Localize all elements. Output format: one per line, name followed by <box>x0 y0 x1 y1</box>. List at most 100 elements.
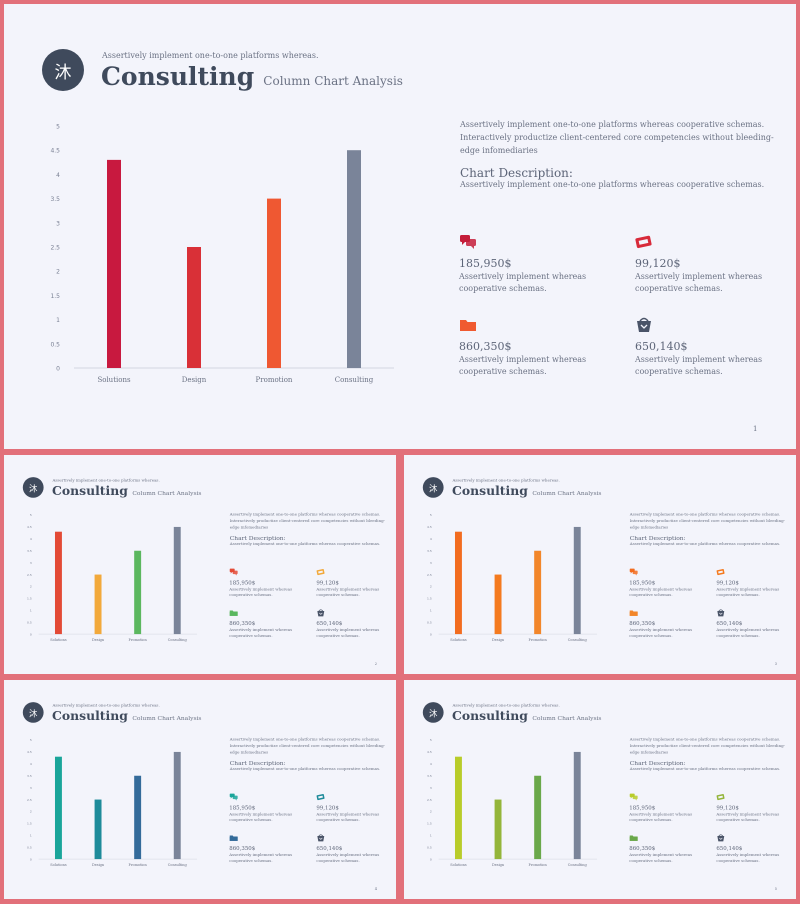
stat-1: 185,950$ Assertively implement whereas c… <box>629 568 703 599</box>
stat-text: Assertively implement whereas cooperativ… <box>316 627 380 639</box>
x-tick-label: Solutions <box>450 863 467 867</box>
y-tick-label: 2.5 <box>27 798 32 802</box>
slide-thumbnail-1[interactable]: 沐 Assertively implement one-to-one platf… <box>4 455 396 674</box>
stat-2: 99,120$ Assertively implement whereas co… <box>316 793 390 824</box>
bar-solutions <box>54 756 62 860</box>
chat-icon <box>629 568 639 577</box>
bar-solutions <box>54 531 62 635</box>
stat-text: Assertively implement whereas cooperativ… <box>629 627 693 639</box>
stat-value: 185,950$ <box>229 579 256 586</box>
y-tick-label: 5 <box>56 124 60 131</box>
stat-value: 650,140$ <box>716 845 743 852</box>
logo-char: 沐 <box>54 62 72 83</box>
x-tick-label: Promotion <box>129 638 148 642</box>
chart-svg: 0 0.5 1 1.5 2 2.5 3 3.5 4 4.5 5 Solutions Design Prom… <box>27 738 198 867</box>
y-tick-label: 0.5 <box>427 620 432 624</box>
y-tick-label: 3 <box>430 786 432 790</box>
x-tick-label: Consulting <box>335 376 374 384</box>
y-tick-label: 4.5 <box>50 148 60 155</box>
y-tick-label: 4.5 <box>27 750 32 754</box>
page-number: 4 <box>374 887 377 892</box>
slide-thumbnail-4[interactable]: 沐 Assertively implement one-to-one platf… <box>404 680 796 899</box>
stat-1: 185,950$ Assertively implement whereas c… <box>229 568 303 599</box>
y-tick-label: 2 <box>430 585 432 589</box>
chart-svg: 0 0.5 1 1.5 2 2.5 3 3.5 4 4.5 5 Solutions Design Prom… <box>27 513 198 642</box>
stat-value: 99,120$ <box>316 804 339 811</box>
ticket-icon <box>316 793 326 802</box>
y-tick-label: 4 <box>30 537 32 541</box>
chat-icon <box>229 568 239 577</box>
bar-promotion <box>534 775 542 860</box>
stat-text: Assertively implement whereas cooperativ… <box>459 355 587 376</box>
slide-thumbnail-2[interactable]: 沐 Assertively implement one-to-one platf… <box>404 455 796 674</box>
x-tick-label: Solutions <box>97 376 131 384</box>
stat-text: Assertively implement whereas cooperativ… <box>716 811 780 823</box>
x-tick-label: Promotion <box>529 638 548 642</box>
stat-text: Assertively implement whereas cooperativ… <box>716 586 780 598</box>
y-tick-label: 3 <box>30 786 32 790</box>
y-tick-label: 0 <box>30 632 32 636</box>
y-tick-label: 5 <box>30 738 32 742</box>
y-tick-label: 2.5 <box>50 245 60 252</box>
y-tick-label: 1 <box>30 609 32 613</box>
slide-thumbnail-3[interactable]: 沐 Assertively implement one-to-one platf… <box>4 680 396 899</box>
y-tick-label: 3.5 <box>427 774 432 778</box>
x-tick-label: Consulting <box>168 863 188 867</box>
bar-design <box>94 799 102 860</box>
stat-text: Assertively implement whereas cooperativ… <box>459 272 587 293</box>
basket-icon <box>316 834 326 843</box>
stat-2: 99,120$ Assertively implement whereas co… <box>716 793 790 824</box>
stat-value: 860,350$ <box>459 340 512 353</box>
page-subtitle: Column Chart Analysis <box>532 489 602 497</box>
stat-text: Assertively implement whereas cooperativ… <box>316 586 380 598</box>
y-tick-label: 0 <box>430 857 432 861</box>
y-tick-label: 4.5 <box>27 525 32 529</box>
intro-text: Assertively implement one-to-one platfor… <box>629 512 785 530</box>
bar-consulting <box>173 526 181 635</box>
chat-icon <box>459 233 479 251</box>
stat-3: 860,350$ Assertively implement whereas c… <box>629 609 703 640</box>
page-number: 1 <box>753 425 758 433</box>
logo-badge: 沐 <box>422 477 444 498</box>
stat-text: Assertively implement whereas cooperativ… <box>316 811 380 823</box>
page-number: 3 <box>774 662 777 667</box>
y-tick-label: 4 <box>430 762 432 766</box>
logo-char: 沐 <box>28 708 38 719</box>
y-tick-label: 3.5 <box>27 774 32 778</box>
title-row: Consulting Column Chart Analysis <box>52 709 201 723</box>
logo-char: 沐 <box>428 483 438 494</box>
chart-description-title: Chart Description: <box>460 166 573 180</box>
y-tick-label: 0.5 <box>27 620 32 624</box>
y-tick-label: 1.5 <box>427 822 432 826</box>
stat-text: Assertively implement whereas cooperativ… <box>316 852 380 864</box>
page-title: Consulting <box>452 483 528 498</box>
logo-badge: 沐 <box>422 702 444 723</box>
x-tick-label: Design <box>92 863 105 867</box>
y-tick-label: 0 <box>430 632 432 636</box>
stat-text: Assertively implement whereas cooperativ… <box>716 852 780 864</box>
y-tick-label: 2.5 <box>27 573 32 577</box>
page-number: 5 <box>774 887 777 892</box>
chart-description-text: Assertively implement one-to-one platfor… <box>629 766 781 772</box>
stat-value: 860,350$ <box>229 620 256 627</box>
y-tick-label: 1.5 <box>427 597 432 601</box>
stat-1: 185,950$ Assertively implement whereas c… <box>629 793 703 824</box>
logo-char: 沐 <box>28 483 38 494</box>
stat-value: 650,140$ <box>316 620 343 627</box>
folder-icon <box>229 609 239 618</box>
y-tick-label: 0.5 <box>50 341 60 348</box>
bar-solutions <box>454 756 462 860</box>
y-tick-label: 0 <box>56 366 60 373</box>
y-tick-label: 3 <box>56 220 60 227</box>
y-tick-label: 2 <box>30 585 32 589</box>
x-tick-label: Consulting <box>168 638 188 642</box>
chart-svg: 0 0.5 1 1.5 2 2.5 3 3.5 4 4.5 5 Solutions Design Prom… <box>50 124 394 384</box>
y-tick-label: 3 <box>430 561 432 565</box>
slide-main[interactable]: 沐 Assertively implement one-to-one platf… <box>4 4 796 449</box>
chart-description-text: Assertively implement one-to-one platfor… <box>629 541 781 547</box>
y-tick-label: 5 <box>430 513 432 517</box>
stat-4: 650,140$ Assertively implement whereas c… <box>316 834 390 865</box>
y-tick-label: 4 <box>430 537 432 541</box>
intro-text: Assertively implement one-to-one platfor… <box>629 737 785 755</box>
stat-2: 99,120$ Assertively implement whereas co… <box>316 568 390 599</box>
